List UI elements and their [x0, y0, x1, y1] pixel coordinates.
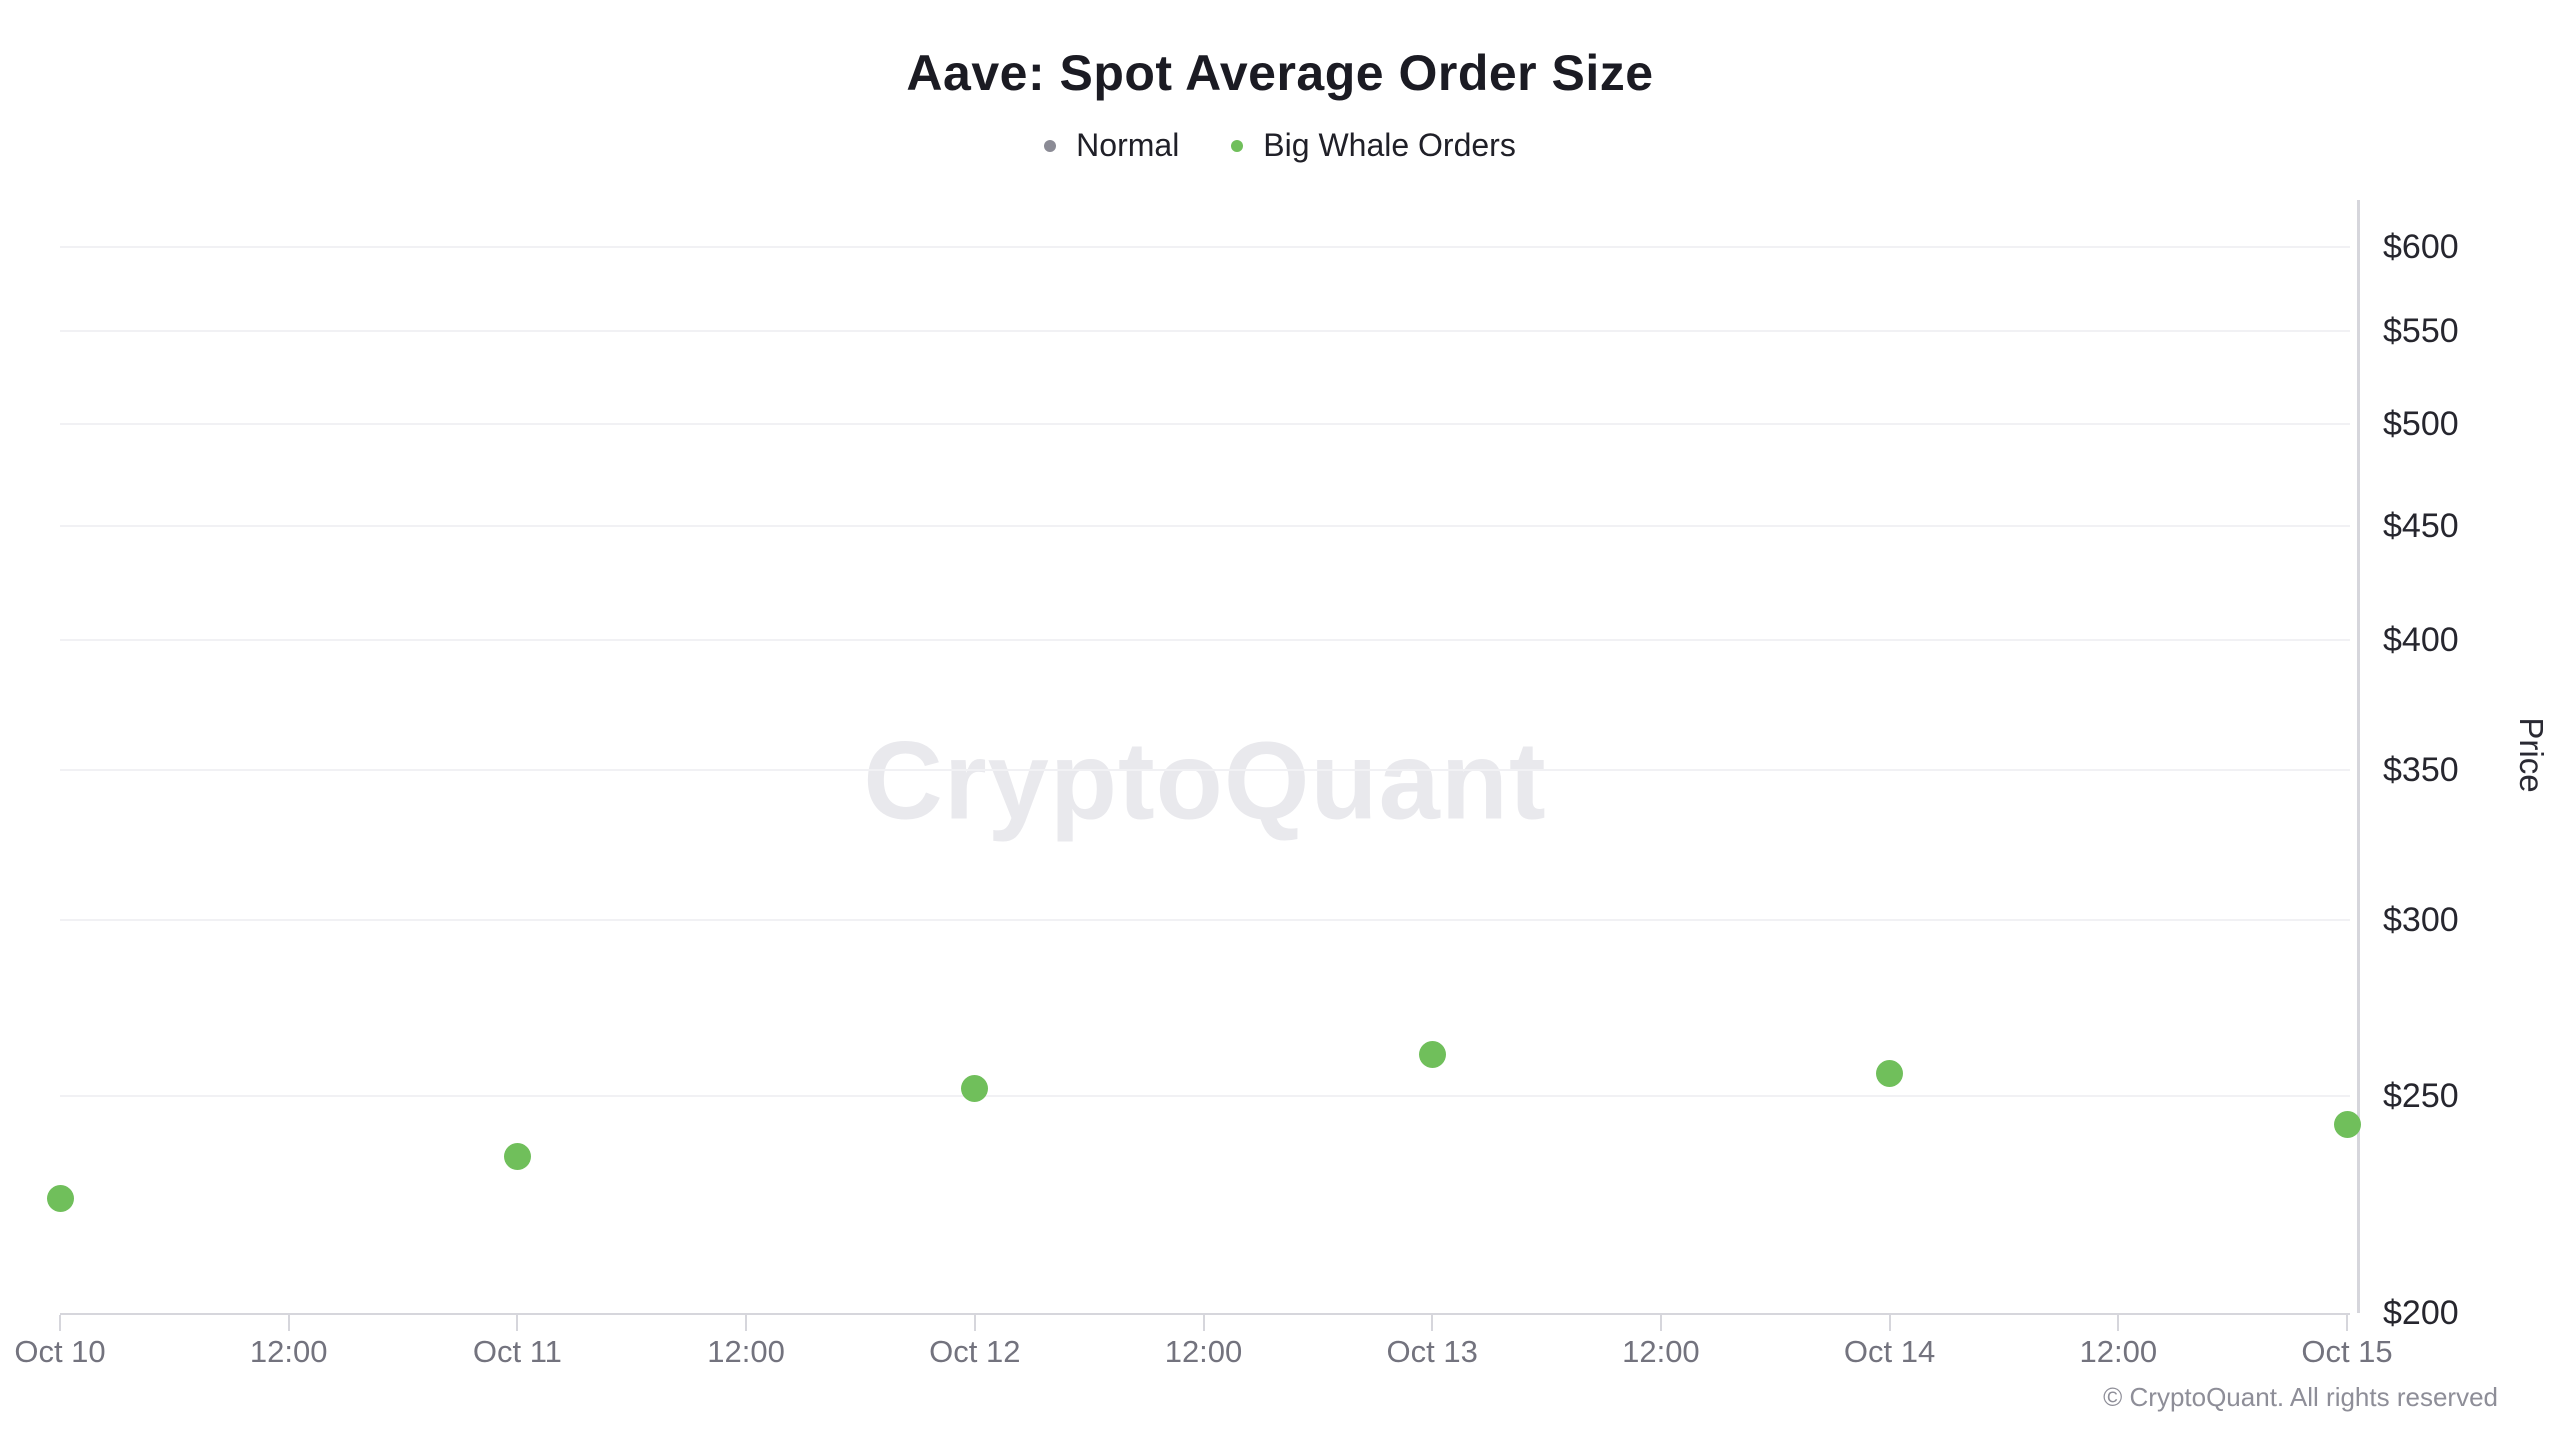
x-tick-label: 12:00: [1164, 1334, 1243, 1369]
gridline: [60, 330, 2350, 333]
data-point-big-whale-orders[interactable]: [2333, 1110, 2361, 1138]
data-point-big-whale-orders[interactable]: [1876, 1059, 1904, 1087]
gridline: [60, 246, 2350, 248]
legend-label-normal: Normal: [1076, 127, 1180, 163]
y-tick-label: $200: [2383, 1294, 2459, 1332]
x-axis-tick: [973, 1315, 976, 1331]
gridline: [60, 525, 2350, 528]
x-axis-tick: [1431, 1315, 1434, 1331]
x-axis-tick: [1202, 1315, 1205, 1331]
data-point-big-whale-orders[interactable]: [961, 1075, 989, 1103]
gridline: [60, 918, 2350, 921]
x-tick-label: Oct 14: [1843, 1334, 1936, 1369]
x-axis-tick: [745, 1315, 748, 1331]
gridline: [60, 768, 2350, 771]
x-tick-label: Oct 15: [2301, 1334, 2393, 1369]
y-tick-label: $600: [2383, 228, 2459, 266]
x-tick-label: Oct 10: [14, 1334, 106, 1369]
x-axis-tick: [287, 1315, 290, 1331]
x-tick-label: Oct 13: [1386, 1334, 1478, 1369]
legend-label-big-whale-orders: Big Whale Orders: [1263, 127, 1516, 163]
x-axis-tick: [59, 1315, 61, 1331]
y-tick-label: $300: [2383, 900, 2459, 939]
data-point-big-whale-orders[interactable]: [1418, 1041, 1446, 1069]
y-tick-label: $550: [2383, 312, 2459, 351]
watermark: CryptoQuant: [863, 719, 1547, 843]
legend-dot-normal-icon: [1044, 139, 1057, 152]
x-axis-tick: [516, 1315, 519, 1331]
x-tick-label: 12:00: [1622, 1334, 1700, 1369]
y-tick-label: $450: [2383, 507, 2459, 546]
y-axis-title: Price: [2513, 717, 2550, 793]
x-axis-line: [60, 1313, 2350, 1315]
gridline: [60, 422, 2350, 425]
chart-title: Aave: Spot Average Order Size: [906, 45, 1654, 101]
x-tick-label: 12:00: [707, 1334, 785, 1369]
x-tick-label: Oct 11: [472, 1334, 562, 1369]
legend-dot-big-whale-orders-icon: [1231, 139, 1244, 152]
y-tick-label: $350: [2383, 750, 2459, 789]
data-point-big-whale-orders[interactable]: [503, 1143, 531, 1171]
y-tick-label: $250: [2383, 1077, 2459, 1116]
footer-copyright: © CryptoQuant. All rights reserved: [2103, 1382, 2498, 1412]
x-axis-tick: [2346, 1315, 2348, 1331]
gridline: [60, 1095, 2350, 1098]
x-tick-label: 12:00: [2079, 1334, 2158, 1369]
y-tick-label: $500: [2383, 404, 2459, 443]
gridline: [60, 639, 2350, 642]
x-axis-tick: [2117, 1315, 2120, 1331]
x-tick-label: Oct 12: [929, 1334, 1021, 1369]
x-axis-tick: [1888, 1315, 1891, 1331]
legend-item-big-whale-orders[interactable]: Big Whale Orders: [1231, 127, 1516, 164]
legend-item-normal[interactable]: Normal: [1044, 127, 1179, 164]
chart-legend: Normal Big Whale Orders: [0, 127, 2560, 164]
data-point-big-whale-orders[interactable]: [46, 1185, 74, 1213]
y-axis-line: [2357, 200, 2360, 1313]
y-tick-label: $400: [2383, 621, 2459, 660]
x-axis-tick: [1659, 1315, 1662, 1331]
x-tick-label: 12:00: [249, 1334, 328, 1369]
